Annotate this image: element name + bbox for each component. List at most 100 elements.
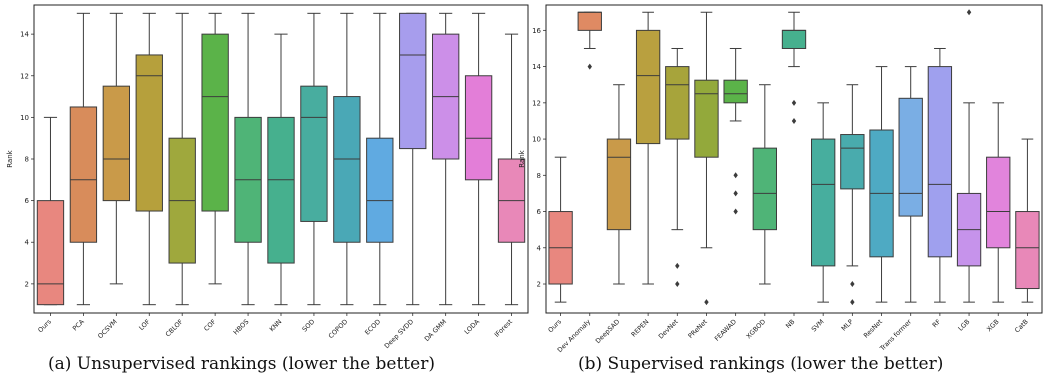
- x-tick-label-svm: SVM: [810, 318, 826, 334]
- outlier-point: [704, 299, 709, 306]
- x-tick-label-deepsad: DeepSAD: [594, 318, 621, 345]
- box-prenet: [694, 11, 719, 306]
- x-tick-label-loda: LODA: [463, 317, 482, 336]
- outlier-point: [850, 281, 855, 288]
- box-sod: [300, 12, 328, 306]
- box-dev-anomaly: [577, 11, 602, 70]
- y-tick-label: 14: [532, 63, 541, 71]
- x-tick-label-ecod: ECOD: [363, 318, 382, 337]
- box-body: [840, 134, 865, 190]
- x-tick-label-cof: COF: [202, 318, 217, 333]
- caption-unsupervised: (a) Unsupervised rankings (lower the bet…: [48, 354, 435, 374]
- box-body: [606, 138, 632, 231]
- x-tick-label-lof: LOF: [137, 318, 151, 332]
- outlier-point: [733, 208, 738, 215]
- x-tick-label-catb: CatB: [1013, 318, 1030, 335]
- box-pca: [69, 12, 98, 306]
- box-nb: [781, 11, 807, 124]
- x-tick-label-lgb: LGB: [957, 318, 972, 333]
- x-tick-label-repen: REPEN: [630, 318, 651, 339]
- box-body: [577, 11, 602, 31]
- box-iforest: [497, 33, 526, 306]
- y-tick-label: 4: [537, 244, 542, 252]
- box-body: [267, 116, 295, 264]
- outlier-point: [675, 262, 680, 269]
- box-rf: [927, 47, 953, 303]
- outlier-point: [791, 99, 797, 106]
- box-body: [898, 97, 923, 217]
- outlier-point: [733, 190, 738, 197]
- x-tick-label-cblof: CBLOF: [164, 318, 185, 339]
- box-body: [723, 79, 748, 104]
- y-tick-label: 2: [25, 280, 29, 288]
- x-tick-label-da-gmm: DA GMM: [423, 318, 448, 343]
- x-tick-label-pca: PCA: [71, 317, 86, 332]
- box-body: [135, 54, 163, 212]
- box-body: [1015, 211, 1040, 290]
- box-catb: [1015, 138, 1040, 303]
- x-tick-label-xgb: XGB: [985, 318, 1001, 334]
- outlier-point: [675, 281, 680, 288]
- y-tick-label: 2: [537, 281, 541, 289]
- x-tick-label-ours: Ours: [36, 317, 53, 334]
- x-tick-label-ours: Ours: [547, 317, 564, 334]
- box-resnet: [869, 66, 894, 303]
- caption-supervised: (b) Supervised rankings (lower the bette…: [578, 354, 944, 374]
- box-lof: [135, 12, 163, 306]
- box-body: [399, 12, 427, 150]
- box-body: [927, 66, 953, 258]
- y-tick-label: 6: [537, 208, 542, 216]
- outlier-point: [850, 299, 855, 306]
- x-tick-label-feawad: FEAWAD: [713, 318, 738, 343]
- box-body: [635, 29, 661, 145]
- box-body: [694, 79, 719, 158]
- box-body: [102, 85, 131, 202]
- outlier-point: [587, 63, 592, 70]
- y-tick-label: 14: [20, 31, 29, 39]
- box-ours: [36, 116, 65, 306]
- box-ocsvm: [102, 12, 131, 285]
- box-devnet: [665, 47, 690, 288]
- box-deepsad: [606, 84, 632, 285]
- outlier-point: [791, 117, 797, 124]
- y-tick-label: 8: [25, 156, 29, 164]
- box-body: [69, 106, 98, 243]
- box-ecod: [366, 12, 394, 306]
- x-tick-label-iforest: IForest: [493, 317, 514, 338]
- box-svm: [811, 102, 836, 303]
- box-feawad: [723, 47, 748, 215]
- box-body: [366, 137, 394, 243]
- box-loda: [464, 12, 493, 306]
- x-tick-label-deep-svdd: Deep SVDD: [383, 318, 415, 350]
- box-da-gmm: [431, 12, 460, 306]
- box-body: [811, 138, 836, 267]
- box-body: [665, 66, 690, 140]
- x-tick-label-prenet: PReNet: [687, 317, 710, 340]
- box-copod: [333, 12, 361, 306]
- axes-frame: [33, 4, 529, 314]
- x-tick-label-sod: SOD: [301, 318, 317, 334]
- box-body: [201, 33, 229, 212]
- box-body: [781, 29, 807, 49]
- y-tick-label: 4: [25, 239, 30, 247]
- box-xgb: [986, 102, 1011, 303]
- box-knn: [267, 33, 295, 306]
- box-body: [464, 75, 493, 181]
- y-tick-label: 8: [537, 172, 541, 180]
- box-cblof: [168, 12, 196, 306]
- box-ours: [548, 156, 573, 303]
- y-tick-label: 10: [532, 136, 541, 144]
- box-body: [752, 147, 777, 231]
- box-body: [300, 85, 328, 222]
- y-tick-label: 10: [20, 114, 29, 122]
- x-tick-label-resnet: ResNet: [862, 317, 884, 339]
- box-cof: [201, 12, 229, 285]
- y-tick-label: 12: [20, 72, 29, 80]
- box-mlp: [840, 84, 865, 306]
- y-axis-label: Rank: [518, 149, 526, 167]
- box-trans-former: [898, 66, 923, 303]
- box-body: [333, 96, 361, 243]
- y-tick-label: 6: [25, 197, 30, 205]
